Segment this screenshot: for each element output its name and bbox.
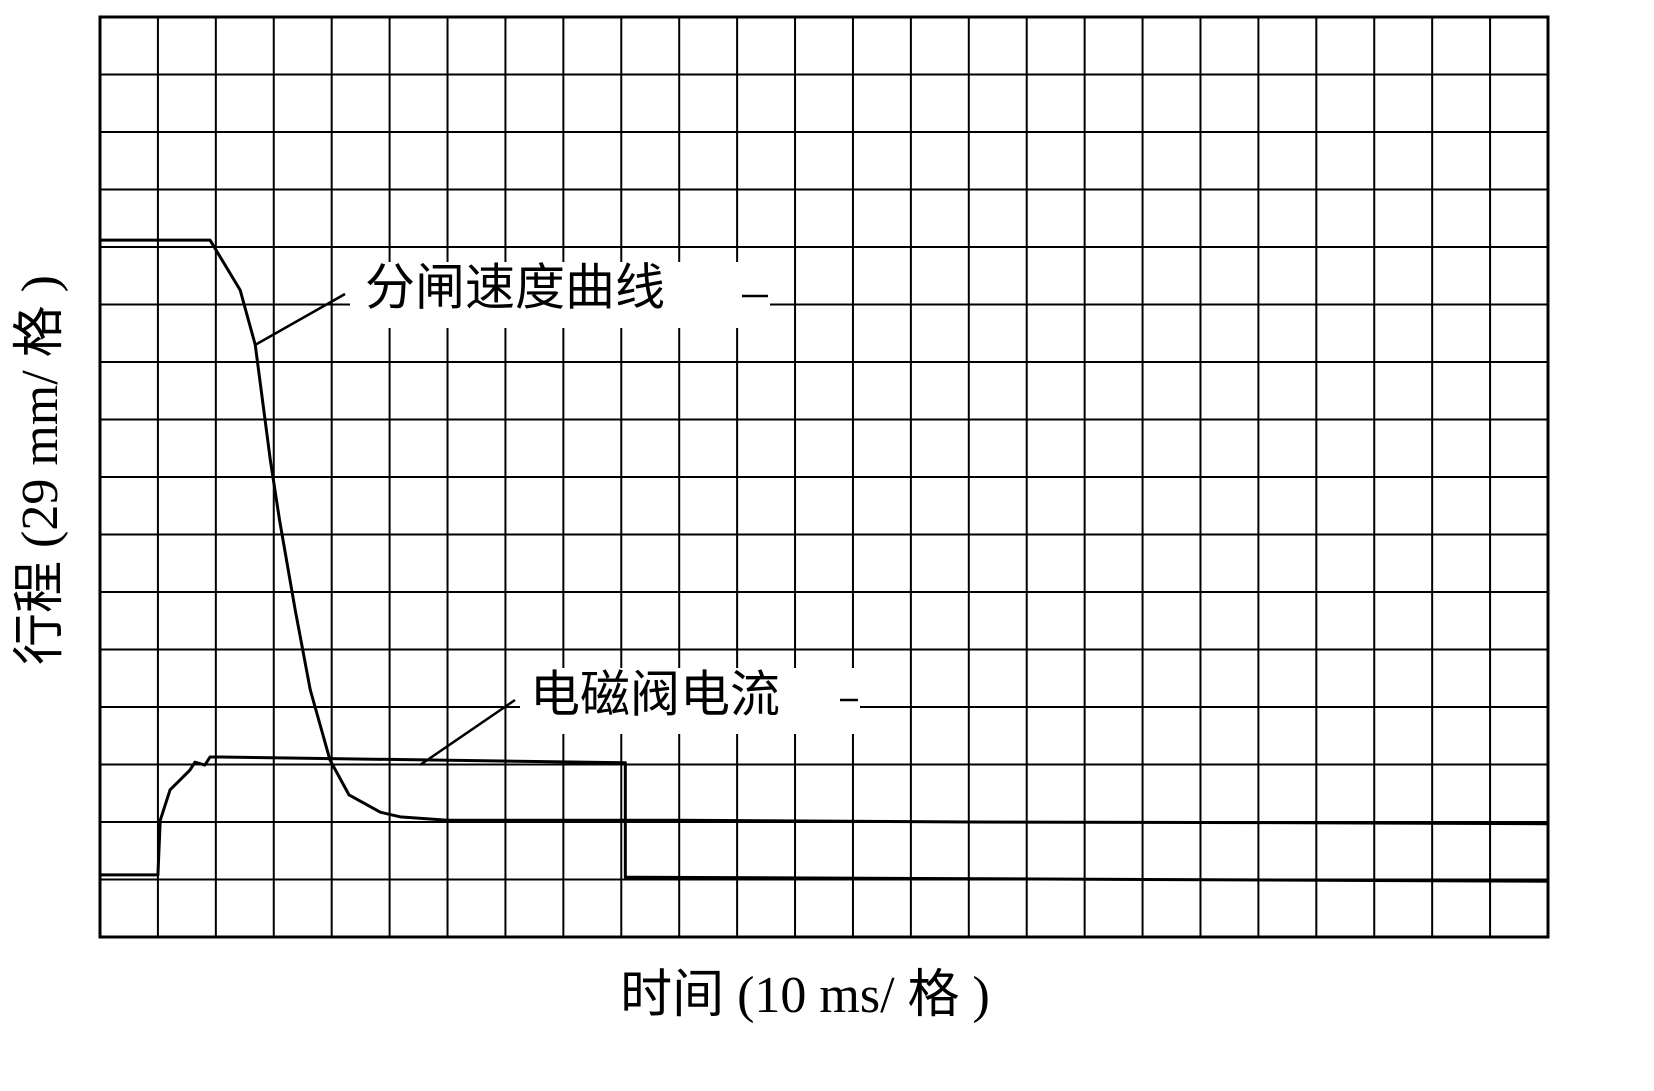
grid	[99, 16, 1549, 938]
annotation-leader	[419, 698, 516, 767]
curve-annotation: 分闸速度曲线	[365, 259, 665, 315]
annotation-backdrop	[350, 262, 770, 328]
annotation-leader	[254, 292, 346, 347]
curves	[100, 238, 1549, 883]
curve	[100, 755, 1549, 883]
plot-frame	[98, 15, 1550, 939]
y-axis-label: 行程 (29 mm/ 格 )	[12, 275, 69, 665]
curve-annotation: 电磁阀电流	[530, 666, 780, 722]
x-axis-label: 时间 (10 ms/ 格 )	[620, 967, 990, 1024]
curve	[100, 238, 1549, 826]
annotation-backdrop	[520, 668, 860, 734]
